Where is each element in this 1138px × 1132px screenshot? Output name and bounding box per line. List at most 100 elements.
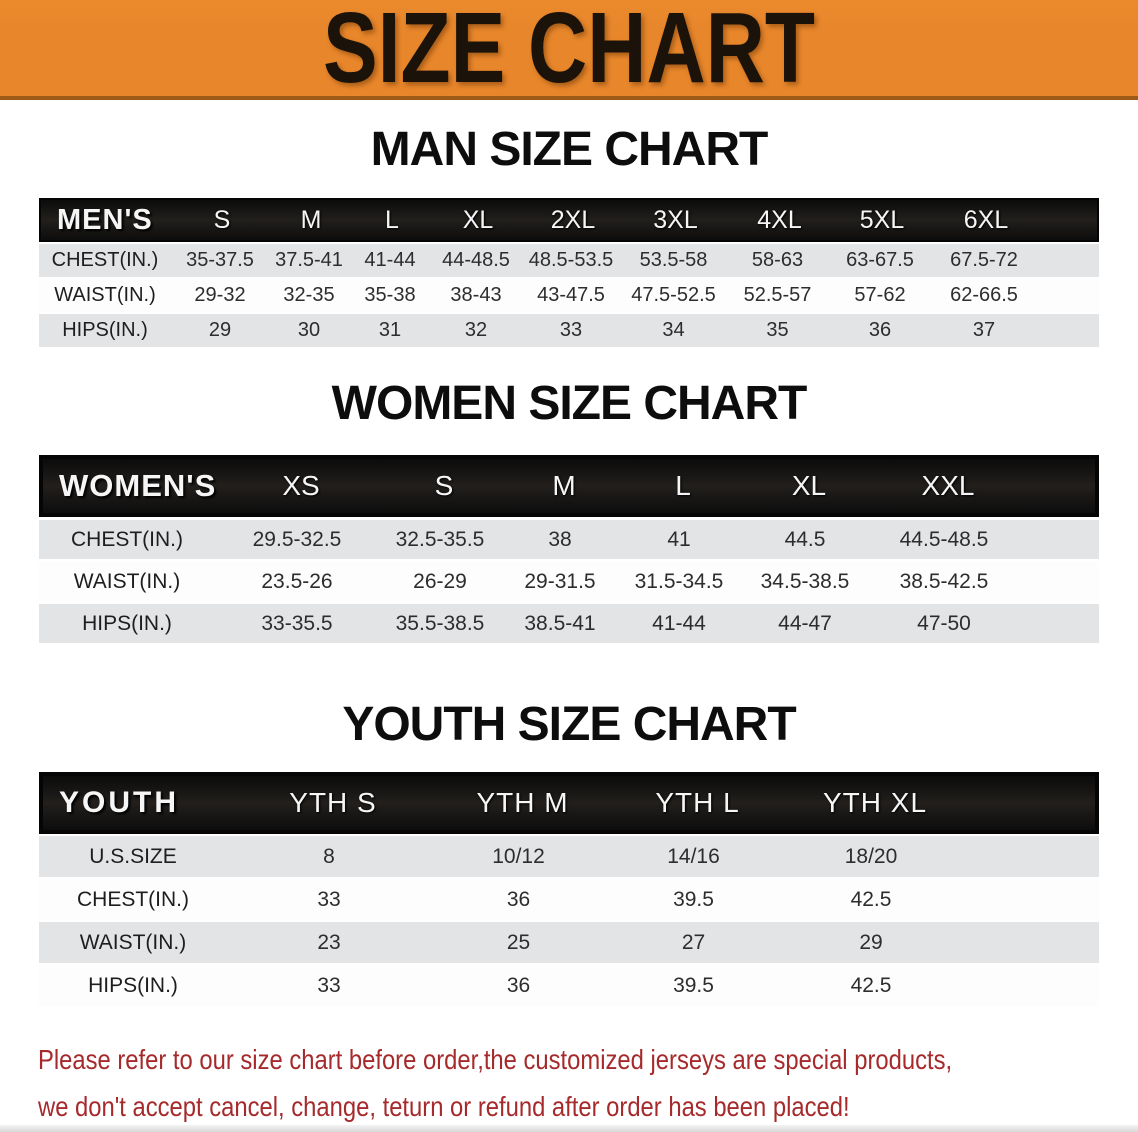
section-title-text: YOUTH SIZE CHART bbox=[342, 698, 796, 751]
size-column-header: YTH M bbox=[476, 787, 569, 818]
size-value-cell: 34 bbox=[662, 319, 685, 341]
size-value-cell: 18/20 bbox=[844, 844, 898, 868]
size-value-cell: 10/12 bbox=[492, 844, 545, 868]
bottom-edge-strip bbox=[0, 1125, 1138, 1132]
size-column-header: M bbox=[552, 470, 576, 501]
row-label: CHEST(IN.) bbox=[77, 887, 189, 911]
row-label: HIPS(IN.) bbox=[62, 319, 148, 341]
row-label: CHEST(IN.) bbox=[71, 527, 183, 551]
size-column-header: 5XL bbox=[859, 205, 905, 234]
size-value-cell: 36 bbox=[868, 319, 892, 341]
disclaimer-line-1: Please refer to our size chart before or… bbox=[38, 1044, 953, 1075]
size-value-cell: 42.5 bbox=[850, 973, 892, 997]
men-row-chest-in: CHEST(IN.) 35-37.5 37.5-41 41-44 44-48.5 48.5… bbox=[39, 244, 1099, 277]
size-value-cell: 33 bbox=[317, 887, 341, 911]
size-value-cell: 41-44 bbox=[652, 611, 706, 635]
size-value-cell: 23 bbox=[317, 930, 341, 954]
size-column-header: XL bbox=[462, 205, 494, 234]
size-value-cell: 35.5-38.5 bbox=[395, 611, 485, 635]
size-value-cell: 14/16 bbox=[667, 844, 720, 868]
size-value-cell: 29 bbox=[208, 319, 232, 341]
size-value-cell: 62-66.5 bbox=[950, 284, 1018, 306]
size-value-cell: 29 bbox=[859, 930, 883, 954]
size-value-cell: 35-37.5 bbox=[186, 249, 254, 271]
size-column-header: 4XL bbox=[757, 205, 802, 234]
size-value-cell: 25 bbox=[506, 930, 531, 954]
disclaimer-line-2: we don't accept cancel, change, teturn o… bbox=[38, 1091, 850, 1122]
section-title-women: WOMEN SIZE CHART bbox=[0, 376, 1138, 432]
size-value-cell: 32 bbox=[464, 319, 488, 341]
youth-row-hips-in: HIPS(IN.) 33 36 39.5 42.5 bbox=[39, 965, 1099, 1006]
women-table-header: WOMEN'S XS S M L XL XXL bbox=[39, 455, 1099, 517]
size-value-cell: 37.5-41 bbox=[275, 249, 343, 271]
size-value-cell: 32.5-35.5 bbox=[395, 527, 485, 551]
row-label: HIPS(IN.) bbox=[82, 611, 172, 635]
size-value-cell: 52.5-57 bbox=[743, 284, 812, 306]
men-table-header: MEN'S S M L XL 2XL 3XL 4XL 5XL 6XL bbox=[39, 198, 1099, 242]
size-value-cell: 38.5-42.5 bbox=[899, 569, 989, 593]
section-youth: YOUTH SIZE CHART YOUTH YTH S YTH M YTH L YTH … bbox=[0, 697, 1138, 1006]
size-value-cell: 35 bbox=[766, 319, 789, 341]
size-value-cell: 57-62 bbox=[854, 284, 906, 306]
section-title-text: MAN SIZE CHART bbox=[370, 123, 769, 176]
size-column-header: M bbox=[300, 205, 322, 234]
size-value-cell: 44-47 bbox=[778, 611, 832, 635]
size-column-header: XXL bbox=[921, 470, 975, 501]
size-column-header: YTH S bbox=[289, 787, 377, 818]
size-value-cell: 38 bbox=[548, 527, 572, 551]
size-value-cell: 33-35.5 bbox=[261, 611, 333, 635]
size-column-header: YTH L bbox=[655, 787, 740, 818]
youth-row-waist-in: WAIST(IN.) 23 25 27 29 bbox=[39, 922, 1099, 963]
size-value-cell: 47-50 bbox=[917, 611, 971, 635]
size-column-header: 2XL bbox=[550, 205, 596, 234]
size-value-cell: 41-44 bbox=[364, 249, 416, 271]
size-column-header: L bbox=[385, 205, 399, 234]
men-size-table: MEN'S S M L XL 2XL 3XL 4XL 5XL 6XL CHEST(IN.) 35-37… bbox=[39, 198, 1099, 347]
men-row-waist-in: WAIST(IN.) 29-32 32-35 35-38 38-43 43-47.5 47.… bbox=[39, 279, 1099, 312]
size-column-header: L bbox=[675, 470, 691, 501]
size-column-header: XS bbox=[282, 470, 320, 501]
size-value-cell: 23.5-26 bbox=[261, 569, 333, 593]
women-row-chest-in: CHEST(IN.) 29.5-32.5 32.5-35.5 38 41 44.5 44.5… bbox=[39, 520, 1099, 559]
size-value-cell: 44.5 bbox=[784, 527, 826, 551]
row-label: WAIST(IN.) bbox=[79, 930, 187, 954]
size-value-cell: 34.5-38.5 bbox=[760, 569, 850, 593]
size-value-cell: 29.5-32.5 bbox=[252, 527, 342, 551]
table-corner-label: MEN'S bbox=[57, 203, 153, 236]
size-value-cell: 43-47.5 bbox=[537, 284, 605, 306]
sections-container: MAN SIZE CHART MEN'S S M L XL 2XL 3XL 4XL 5XL 6XL C… bbox=[0, 122, 1138, 1006]
size-value-cell: 36 bbox=[506, 973, 531, 997]
size-value-cell: 48.5-53.5 bbox=[528, 249, 614, 271]
size-value-cell: 38-43 bbox=[450, 284, 502, 306]
size-value-cell: 47.5-52.5 bbox=[631, 284, 716, 306]
size-value-cell: 26-29 bbox=[413, 569, 467, 593]
disclaimer: Please refer to our size chart before or… bbox=[38, 1036, 1138, 1130]
row-label: HIPS(IN.) bbox=[88, 973, 178, 997]
size-value-cell: 33 bbox=[559, 319, 583, 341]
size-column-header: XL bbox=[791, 470, 827, 501]
size-value-cell: 44.5-48.5 bbox=[899, 527, 989, 551]
size-column-header: YTH XL bbox=[822, 787, 928, 818]
size-value-cell: 37 bbox=[972, 319, 996, 341]
size-value-cell: 36 bbox=[506, 887, 531, 911]
size-column-header: 3XL bbox=[653, 205, 698, 234]
size-value-cell: 67.5-72 bbox=[950, 249, 1018, 271]
size-value-cell: 39.5 bbox=[673, 973, 714, 997]
size-value-cell: 31 bbox=[378, 319, 402, 341]
women-row-hips-in: HIPS(IN.) 33-35.5 35.5-38.5 38.5-41 41-44 44-… bbox=[39, 604, 1099, 643]
youth-row-u-s-size: U.S.SIZE 8 10/12 14/16 18/20 bbox=[39, 836, 1099, 877]
section-title-youth: YOUTH SIZE CHART bbox=[0, 697, 1138, 753]
size-value-cell: 31.5-34.5 bbox=[634, 569, 724, 593]
size-value-cell: 35-38 bbox=[364, 284, 416, 306]
size-value-cell: 32-35 bbox=[283, 284, 335, 306]
youth-row-chest-in: CHEST(IN.) 33 36 39.5 42.5 bbox=[39, 879, 1099, 920]
size-column-header: 6XL bbox=[963, 205, 1009, 234]
size-value-cell: 63-67.5 bbox=[846, 249, 914, 271]
section-men: MAN SIZE CHART MEN'S S M L XL 2XL 3XL 4XL 5XL 6XL C… bbox=[0, 122, 1138, 347]
size-value-cell: 29-31.5 bbox=[524, 569, 596, 593]
size-value-cell: 38.5-41 bbox=[524, 611, 596, 635]
size-value-cell: 29-32 bbox=[194, 284, 246, 306]
section-women: WOMEN SIZE CHART WOMEN'S XS S M L XL XXL CHEST(I… bbox=[0, 376, 1138, 643]
size-value-cell: 30 bbox=[297, 319, 321, 341]
